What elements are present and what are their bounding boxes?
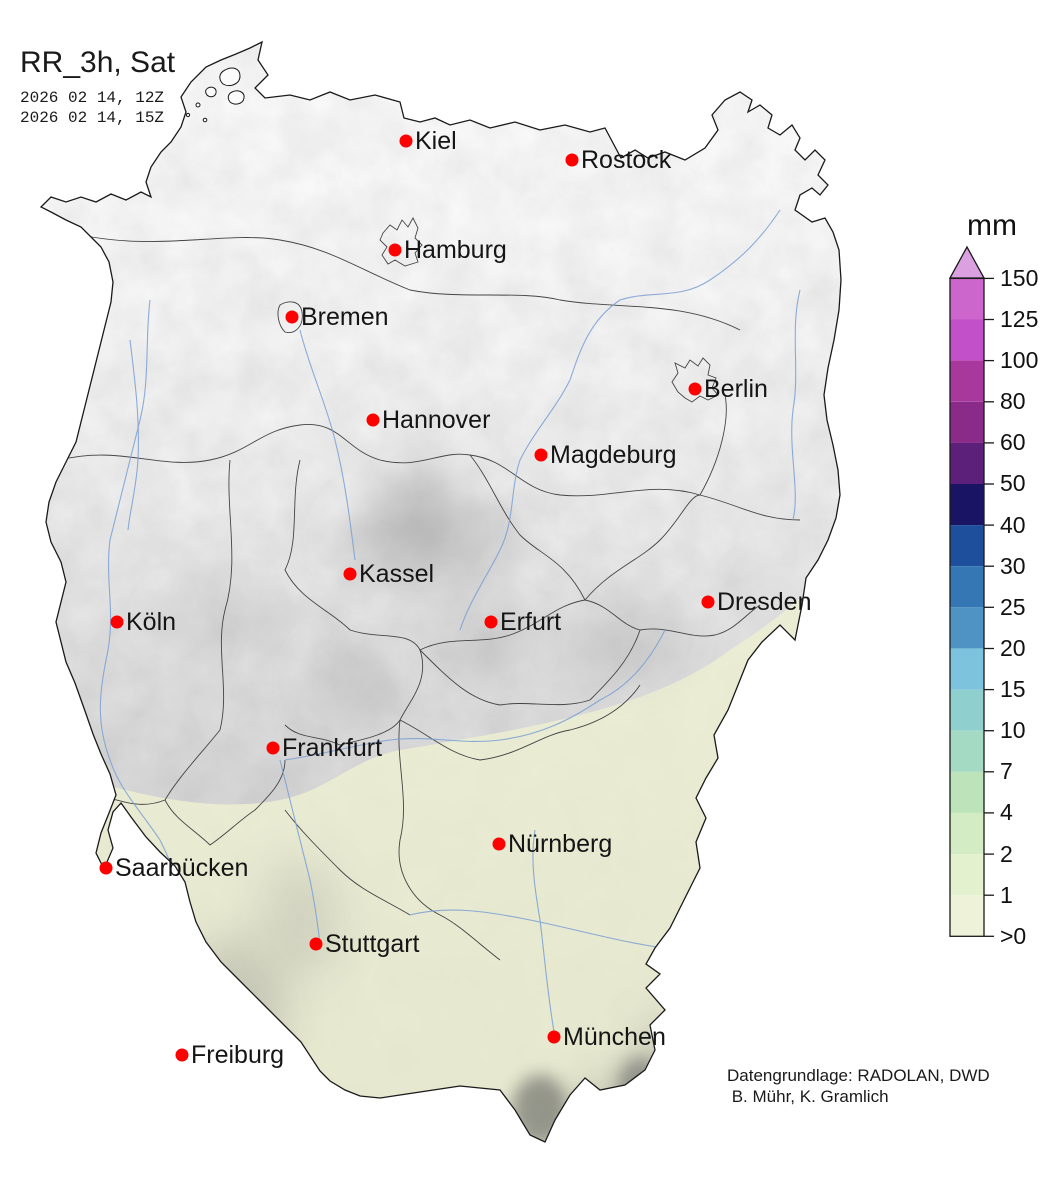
svg-text:50: 50: [1000, 470, 1026, 496]
svg-text:125: 125: [1000, 306, 1038, 332]
svg-text:Berlin: Berlin: [704, 375, 768, 403]
svg-text:100: 100: [1000, 347, 1038, 373]
svg-text:Saarbücken: Saarbücken: [115, 854, 248, 882]
svg-text:7: 7: [1000, 758, 1013, 784]
svg-text:Kiel: Kiel: [415, 127, 457, 155]
svg-text:Dresden: Dresden: [717, 588, 812, 616]
svg-text:25: 25: [1000, 594, 1026, 620]
svg-text:150: 150: [1000, 265, 1038, 291]
svg-text:Rostock: Rostock: [581, 146, 672, 174]
svg-text:15: 15: [1000, 676, 1026, 702]
svg-text:Erfurt: Erfurt: [500, 608, 561, 636]
svg-text:Magdeburg: Magdeburg: [550, 441, 676, 469]
svg-text:30: 30: [1000, 553, 1026, 579]
svg-text:80: 80: [1000, 388, 1026, 414]
svg-text:Bremen: Bremen: [301, 303, 389, 331]
svg-text:mm: mm: [967, 209, 1017, 242]
svg-text:Frankfurt: Frankfurt: [282, 734, 382, 762]
svg-text:60: 60: [1000, 429, 1026, 455]
svg-text:>0: >0: [1000, 923, 1026, 949]
svg-text:Köln: Köln: [126, 608, 176, 636]
svg-text:20: 20: [1000, 635, 1026, 661]
svg-text:Stuttgart: Stuttgart: [325, 930, 420, 958]
svg-text:Kassel: Kassel: [359, 560, 434, 588]
svg-text:Nürnberg: Nürnberg: [508, 830, 612, 858]
svg-text:10: 10: [1000, 717, 1026, 743]
svg-text:4: 4: [1000, 799, 1013, 825]
svg-text:2: 2: [1000, 841, 1013, 867]
svg-text:Hamburg: Hamburg: [404, 236, 507, 264]
svg-text:40: 40: [1000, 512, 1026, 538]
svg-text:Freiburg: Freiburg: [191, 1041, 284, 1069]
svg-text:Hannover: Hannover: [382, 406, 490, 434]
svg-text:München: München: [563, 1023, 666, 1051]
svg-text:1: 1: [1000, 882, 1013, 908]
